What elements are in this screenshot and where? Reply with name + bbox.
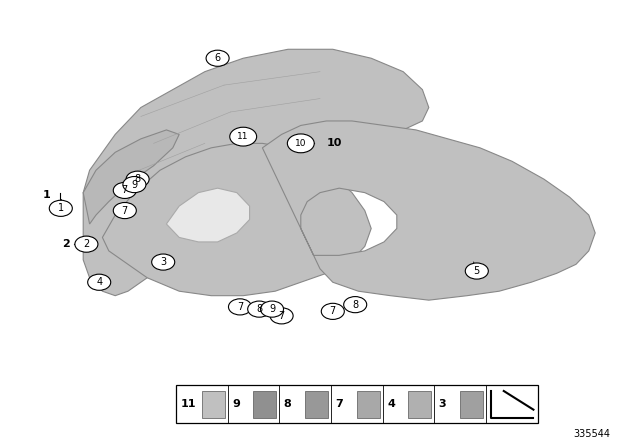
Text: 9: 9	[232, 399, 240, 409]
Polygon shape	[83, 49, 429, 296]
Circle shape	[248, 301, 271, 317]
Text: 6: 6	[214, 53, 221, 63]
Bar	[408, 391, 431, 418]
Circle shape	[113, 182, 136, 198]
Bar	[357, 391, 380, 418]
Text: 4: 4	[387, 399, 395, 409]
Text: 7: 7	[122, 185, 128, 195]
Text: 3: 3	[439, 399, 446, 409]
Text: 7: 7	[278, 311, 285, 321]
Text: 5: 5	[474, 266, 480, 276]
Text: 8: 8	[284, 399, 292, 409]
Text: 7: 7	[237, 302, 243, 312]
Text: 335544: 335544	[573, 429, 611, 439]
Text: 9: 9	[269, 304, 275, 314]
Text: 8: 8	[134, 174, 141, 184]
Polygon shape	[102, 143, 371, 296]
Circle shape	[126, 171, 149, 187]
Text: 4: 4	[96, 277, 102, 287]
Text: 10: 10	[326, 138, 342, 148]
Text: 9: 9	[131, 180, 138, 190]
Text: 11: 11	[180, 399, 196, 409]
Circle shape	[465, 263, 488, 279]
Bar	[176, 385, 538, 423]
Polygon shape	[262, 121, 595, 300]
Text: 2: 2	[83, 239, 90, 249]
Polygon shape	[166, 188, 250, 242]
Text: 7: 7	[335, 399, 343, 409]
Circle shape	[75, 236, 98, 252]
Text: 8: 8	[256, 304, 262, 314]
Text: 3: 3	[160, 257, 166, 267]
Text: 1: 1	[58, 203, 64, 213]
Text: 7: 7	[122, 206, 128, 215]
Circle shape	[287, 134, 314, 153]
Text: 11: 11	[237, 132, 249, 141]
Polygon shape	[83, 130, 179, 224]
Circle shape	[344, 297, 367, 313]
Text: 8: 8	[352, 300, 358, 310]
Circle shape	[123, 177, 146, 193]
Bar	[253, 391, 276, 418]
Bar	[305, 391, 328, 418]
Text: 10: 10	[295, 139, 307, 148]
Circle shape	[321, 303, 344, 319]
Text: 1: 1	[42, 190, 50, 200]
Circle shape	[206, 50, 229, 66]
Text: 2: 2	[62, 239, 70, 249]
Text: 7: 7	[330, 306, 336, 316]
Circle shape	[49, 200, 72, 216]
Circle shape	[228, 299, 252, 315]
Bar	[460, 391, 483, 418]
Bar	[202, 391, 225, 418]
Circle shape	[260, 301, 284, 317]
Circle shape	[270, 308, 293, 324]
Circle shape	[230, 127, 257, 146]
Circle shape	[113, 202, 136, 219]
Circle shape	[88, 274, 111, 290]
Circle shape	[152, 254, 175, 270]
